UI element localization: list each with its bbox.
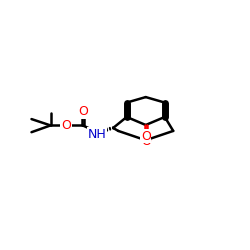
Text: O: O <box>141 130 151 143</box>
Text: O: O <box>141 135 151 148</box>
Text: O: O <box>61 119 71 132</box>
Text: NH: NH <box>88 128 106 141</box>
Text: O: O <box>78 105 88 118</box>
